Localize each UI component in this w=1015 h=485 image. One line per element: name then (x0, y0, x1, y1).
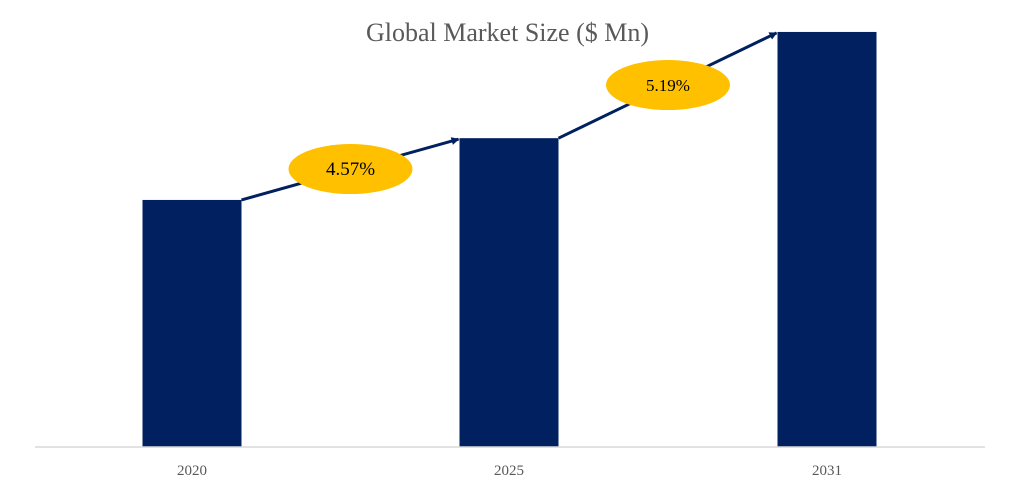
chart-title: Global Market Size ($ Mn) (365, 18, 650, 47)
x-tick-label-2031: 2031 (812, 463, 842, 479)
cagr-bubble-2 (606, 60, 730, 111)
bar-2031 (777, 31, 877, 448)
x-tick-label-2025: 2025 (494, 463, 524, 479)
cagr-label-1: 4.57% (326, 159, 375, 180)
cagr-label-2: 5.19% (646, 76, 690, 95)
bar-2020 (142, 199, 242, 447)
bar-2025 (459, 138, 559, 448)
cagr-bubble-1 (288, 144, 413, 195)
x-tick-label-2020: 2020 (177, 463, 207, 479)
